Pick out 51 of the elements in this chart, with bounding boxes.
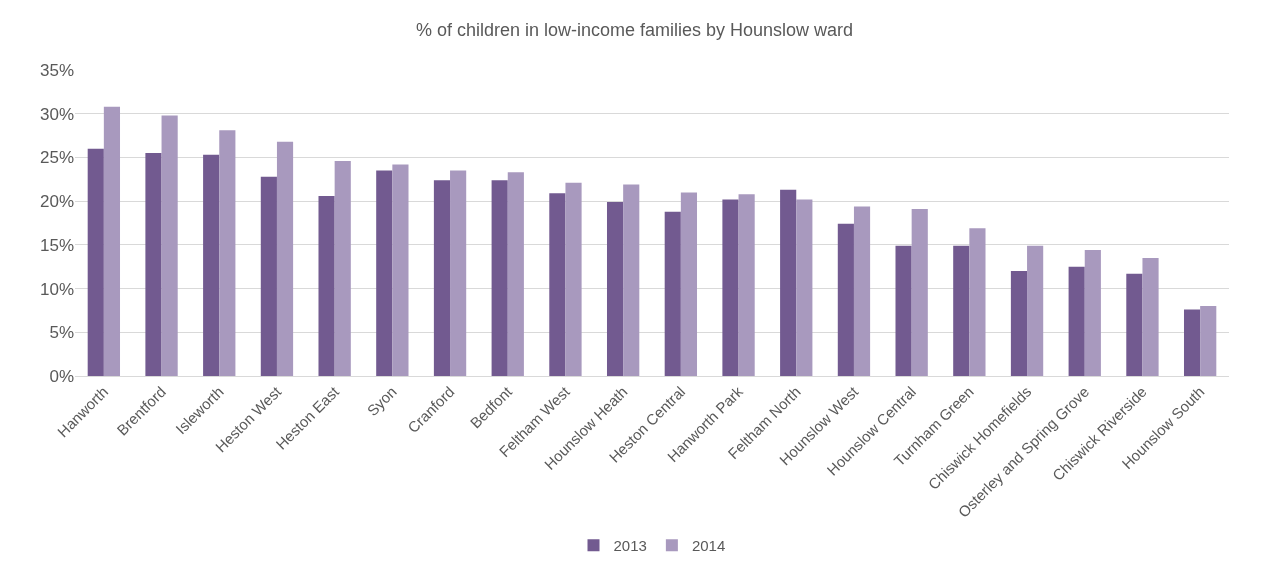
bar [969, 228, 986, 376]
bar [722, 199, 739, 376]
y-tick-label: 5% [49, 323, 74, 343]
bar [392, 164, 409, 376]
bar [911, 209, 928, 376]
bar [1183, 309, 1201, 376]
bar [1126, 273, 1143, 376]
bar [491, 180, 508, 376]
chart-title: % of children in low-income families by Hounslow ward [415, 19, 854, 40]
y-tick-label: 25% [39, 148, 74, 168]
bar [738, 194, 755, 376]
legend-label: 2013 [613, 537, 647, 555]
bar [680, 192, 698, 376]
bar [623, 184, 640, 376]
bar [1142, 257, 1159, 376]
bar [1068, 266, 1085, 376]
bar [334, 160, 351, 376]
bar [103, 106, 121, 376]
bar [318, 195, 335, 376]
bar [276, 141, 294, 376]
bar [895, 245, 912, 376]
bar [664, 211, 681, 376]
bar [953, 245, 970, 376]
bar [606, 202, 624, 376]
bar [796, 199, 813, 376]
bar [433, 180, 451, 376]
legend-label: 2014 [691, 537, 726, 555]
bar [87, 148, 104, 376]
y-tick-label: 20% [39, 192, 74, 212]
y-tick-label: 0% [49, 366, 74, 386]
bar [219, 130, 236, 376]
y-tick-label: 15% [39, 235, 74, 255]
bar [1010, 271, 1028, 376]
bar [507, 172, 524, 376]
bar [1200, 306, 1217, 376]
y-tick-label: 10% [39, 279, 74, 299]
y-tick-label: 35% [39, 60, 74, 80]
bar [780, 189, 797, 376]
bar [853, 206, 871, 376]
bar [260, 176, 277, 376]
y-tick-label: 30% [39, 104, 74, 124]
bar [1084, 250, 1101, 376]
bar [203, 154, 220, 376]
bar [145, 153, 162, 376]
bar [376, 170, 393, 376]
bar [565, 182, 582, 376]
bar [837, 223, 854, 376]
bar [1027, 245, 1044, 376]
bar [450, 170, 467, 376]
bar [161, 115, 178, 376]
bar [549, 193, 566, 376]
